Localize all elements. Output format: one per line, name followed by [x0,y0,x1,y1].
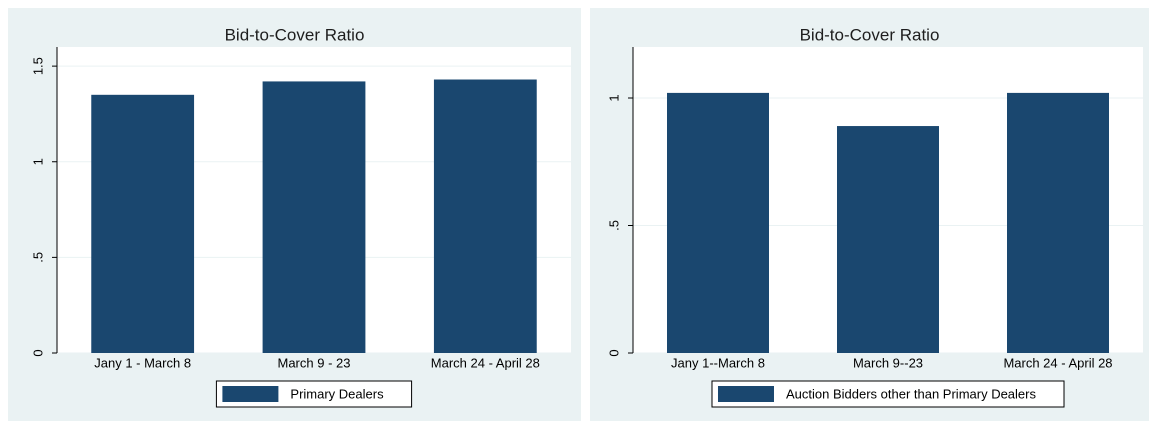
legend-label: Primary Dealers [290,386,384,401]
bar [262,81,366,354]
y-tick-label: 0 [606,349,621,356]
x-tick-label: March 9--23 [853,355,923,370]
y-tick-label: 0 [30,349,45,356]
x-tick-label: March 9 - 23 [278,355,351,370]
chart-title: Bid-to-Cover Ratio [225,25,365,44]
y-tick-label: 1 [30,158,45,165]
bar [1007,92,1109,354]
legend-swatch [222,386,279,402]
bar [91,94,195,353]
y-tick-label: .5 [606,220,621,231]
x-tick-label: March 24 - April 28 [431,355,540,370]
x-tick-label: Jany 1--March 8 [671,355,765,370]
chart-title: Bid-to-Cover Ratio [800,25,940,44]
bar [837,126,939,353]
x-tick-label: March 24 - April 28 [1003,355,1112,370]
x-tick-label: Jany 1 - March 8 [94,355,191,370]
legend-swatch [717,386,774,402]
bar [433,79,537,353]
legend-label: Auction Bidders other than Primary Deale… [786,386,1037,401]
y-tick-label: 1 [606,94,621,101]
y-tick-label: 1.5 [30,57,45,75]
bar [667,92,769,354]
y-tick-label: .5 [30,252,45,263]
